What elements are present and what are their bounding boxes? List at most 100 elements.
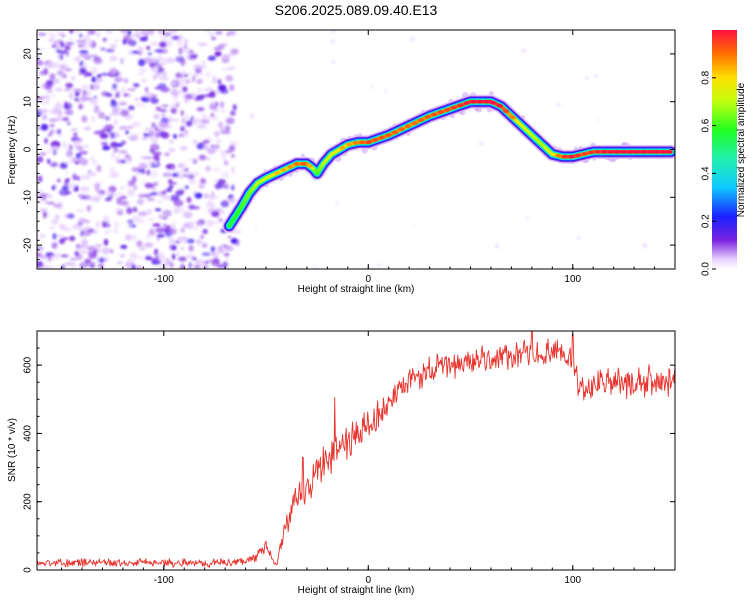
noise-blob [191,257,197,261]
colorbar-label: Normalized spectral amplitude [736,82,747,217]
noise-blob [45,199,49,204]
noise-blob [151,94,158,98]
noise-blob [178,47,183,55]
noise-blob [172,253,176,260]
noise-blob [163,225,171,230]
noise-blob [47,80,54,86]
noise-blob [144,256,153,260]
noise-blob [187,221,198,224]
noise-blob [141,181,146,185]
noise-blob [168,179,173,184]
noise-blob [223,253,230,257]
noise-blob [60,224,67,231]
trace-bead [450,105,457,110]
noise-blob [37,60,44,66]
noise-blob [87,228,94,233]
noise-blob [192,138,198,146]
trace-halo-speck [300,153,305,158]
noise-blob [214,144,220,149]
y-tick-label: 0 [23,146,34,152]
noise-blob [209,90,216,98]
noise-blob [90,195,99,202]
noise-blob [51,130,59,133]
noise-blob [72,173,77,181]
noise-blob [206,87,214,91]
spectrogram-x-axis-label: Height of straight line (km) [298,284,415,295]
noise-blob [223,160,229,166]
noise-blob [187,72,193,76]
noise-blob [58,189,69,196]
noise-blob [94,182,101,190]
noise-blob [89,67,99,75]
noise-blob [37,96,45,100]
noise-speck [371,85,374,89]
noise-blob [158,41,168,48]
trace-bead [588,150,595,155]
noise-blob [159,34,168,42]
noise-blob [72,145,77,149]
noise-blob [116,210,124,216]
noise-blob [61,141,68,149]
noise-blob [127,105,135,111]
trace-bead [666,150,673,154]
noise-blob [70,261,77,269]
noise-blob [168,147,174,153]
noise-blob [93,58,103,65]
noise-blob [139,154,144,160]
noise-blob [38,255,49,259]
noise-blob [64,109,74,116]
noise-blob [79,67,87,74]
noise-blob [230,238,238,244]
noise-blob [144,87,149,93]
noise-speck [576,236,581,240]
noise-blob [78,138,83,142]
noise-blob [127,221,133,228]
noise-blob [222,171,230,178]
noise-blob [128,135,139,141]
noise-blob [161,195,171,200]
noise-blob [45,96,51,101]
noise-blob [225,255,229,261]
noise-blob [63,88,72,92]
noise-blob [119,253,126,258]
noise-blob [102,257,110,261]
snr-y-ticks: 0 200 400 600 [23,330,675,573]
noise-blob [138,193,145,198]
trace-bead [607,150,614,154]
noise-blob [72,30,81,34]
noise-blob [185,253,195,259]
noise-blob [71,76,76,81]
trace-bead [601,150,608,154]
noise-blob [211,99,218,104]
noise-blob [172,134,178,139]
noise-blob [59,162,68,169]
noise-blob [101,223,111,228]
noise-speck [313,265,317,269]
noise-blob [40,100,51,105]
noise-blob [150,192,159,196]
snr-frame [36,330,676,571]
trace-bead [280,168,287,172]
noise-blob [64,171,70,175]
noise-blob [85,97,93,101]
trace-bead [457,103,464,108]
noise-blob [152,151,162,156]
snr-panel: -100 0 100 0 200 400 600 Height of straight l… [7,330,676,596]
trace-bead [568,154,575,159]
noise-blob [91,83,100,91]
noise-blob [207,55,216,61]
noise-blob [182,47,191,53]
trace-bead [411,121,418,125]
noise-blob [115,159,122,164]
noise-blob [220,200,230,208]
trace-bead [627,150,634,154]
trace-bead [634,150,640,154]
noise-blob [91,76,97,83]
noise-blob [212,168,222,172]
noise-speck [585,76,589,80]
noise-blob [219,101,225,109]
noise-blob [184,98,189,103]
noise-blob [123,93,129,97]
